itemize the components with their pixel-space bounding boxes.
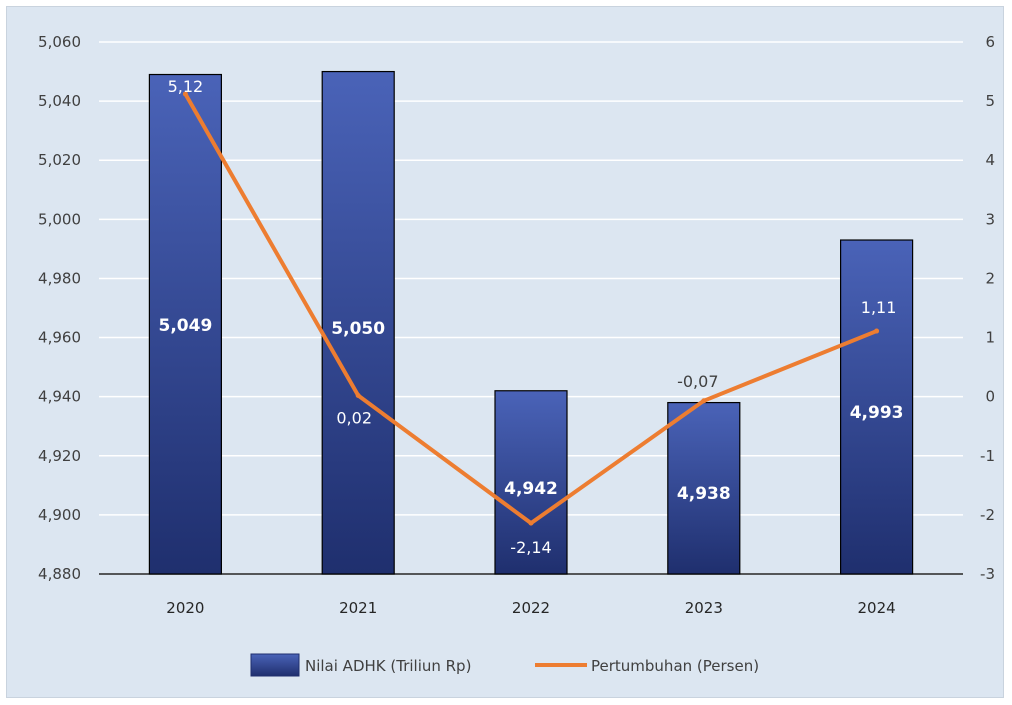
left-tick-label: 5,040 bbox=[38, 92, 81, 110]
growth-value-label: -2,14 bbox=[510, 538, 551, 557]
left-tick-label: 4,960 bbox=[38, 329, 81, 347]
right-tick-label: 6 bbox=[985, 33, 995, 51]
legend-bar-swatch bbox=[250, 653, 300, 677]
left-tick-label: 5,000 bbox=[38, 210, 81, 228]
bar-value-label: 5,049 bbox=[159, 316, 213, 336]
growth-point-2024 bbox=[874, 328, 880, 334]
growth-point-2020 bbox=[182, 91, 188, 97]
left-tick-label: 5,020 bbox=[38, 151, 81, 169]
right-tick-label: 0 bbox=[985, 388, 995, 406]
bar-2024 bbox=[839, 239, 914, 575]
legend-bar-label: Nilai ADHK (Triliun Rp) bbox=[305, 657, 471, 675]
growth-value-label: 1,11 bbox=[861, 298, 897, 317]
legend: Nilai ADHK (Triliun Rp) Pertumbuhan (Per… bbox=[250, 653, 759, 677]
right-tick-label: -1 bbox=[980, 447, 995, 465]
right-tick-label: 4 bbox=[985, 151, 995, 169]
bar-value-label: 4,993 bbox=[850, 403, 904, 423]
right-tick-label: -3 bbox=[980, 565, 995, 583]
bar-value-label: 4,938 bbox=[677, 484, 731, 504]
data-labels: 5,049 5,050 4,942 4,938 4,993 5,12 0,02 -2,14 -0… bbox=[159, 77, 904, 557]
left-tick-label: 4,980 bbox=[38, 269, 81, 287]
chart-frame: 4,880 4,900 4,920 4,940 4,960 4,980 5,000 5,020… bbox=[6, 6, 1004, 698]
bars bbox=[148, 70, 914, 575]
bar-value-label: 4,942 bbox=[504, 479, 558, 499]
category-label: 2022 bbox=[512, 599, 550, 617]
right-axis: -3 -2 -1 0 1 2 3 4 5 6 bbox=[980, 33, 995, 583]
bar-value-label: 5,050 bbox=[331, 319, 385, 339]
right-tick-label: -2 bbox=[980, 506, 995, 524]
left-tick-label: 4,920 bbox=[38, 447, 81, 465]
category-label: 2020 bbox=[166, 599, 204, 617]
right-tick-label: 1 bbox=[985, 329, 995, 347]
right-tick-label: 3 bbox=[985, 210, 995, 228]
right-tick-label: 5 bbox=[985, 92, 995, 110]
growth-point-2022 bbox=[528, 520, 534, 526]
growth-point-2021 bbox=[355, 392, 361, 398]
bar-2022 bbox=[494, 390, 568, 575]
growth-value-label: 0,02 bbox=[336, 408, 372, 427]
category-label: 2021 bbox=[339, 599, 377, 617]
category-label: 2024 bbox=[858, 599, 896, 617]
category-axis: 2020 2021 2022 2023 2024 bbox=[166, 599, 895, 617]
right-tick-label: 2 bbox=[985, 269, 995, 287]
combo-chart: 4,880 4,900 4,920 4,940 4,960 4,980 5,000 5,020… bbox=[38, 33, 995, 677]
left-tick-label: 5,060 bbox=[38, 33, 81, 51]
legend-line-label: Pertumbuhan (Persen) bbox=[591, 657, 759, 675]
bar-2021 bbox=[321, 70, 395, 575]
growth-value-label: -0,07 bbox=[677, 372, 718, 391]
bar-2020 bbox=[148, 73, 222, 575]
growth-point-2023 bbox=[701, 398, 707, 404]
gridlines bbox=[99, 41, 963, 575]
left-tick-label: 4,900 bbox=[38, 506, 81, 524]
growth-line bbox=[182, 91, 880, 526]
left-tick-label: 4,880 bbox=[38, 565, 81, 583]
growth-value-label: 5,12 bbox=[168, 77, 204, 96]
left-tick-label: 4,940 bbox=[38, 388, 81, 406]
category-label: 2023 bbox=[685, 599, 723, 617]
bar-2023 bbox=[667, 401, 741, 575]
left-axis: 4,880 4,900 4,920 4,940 4,960 4,980 5,000 5,020… bbox=[38, 33, 81, 583]
